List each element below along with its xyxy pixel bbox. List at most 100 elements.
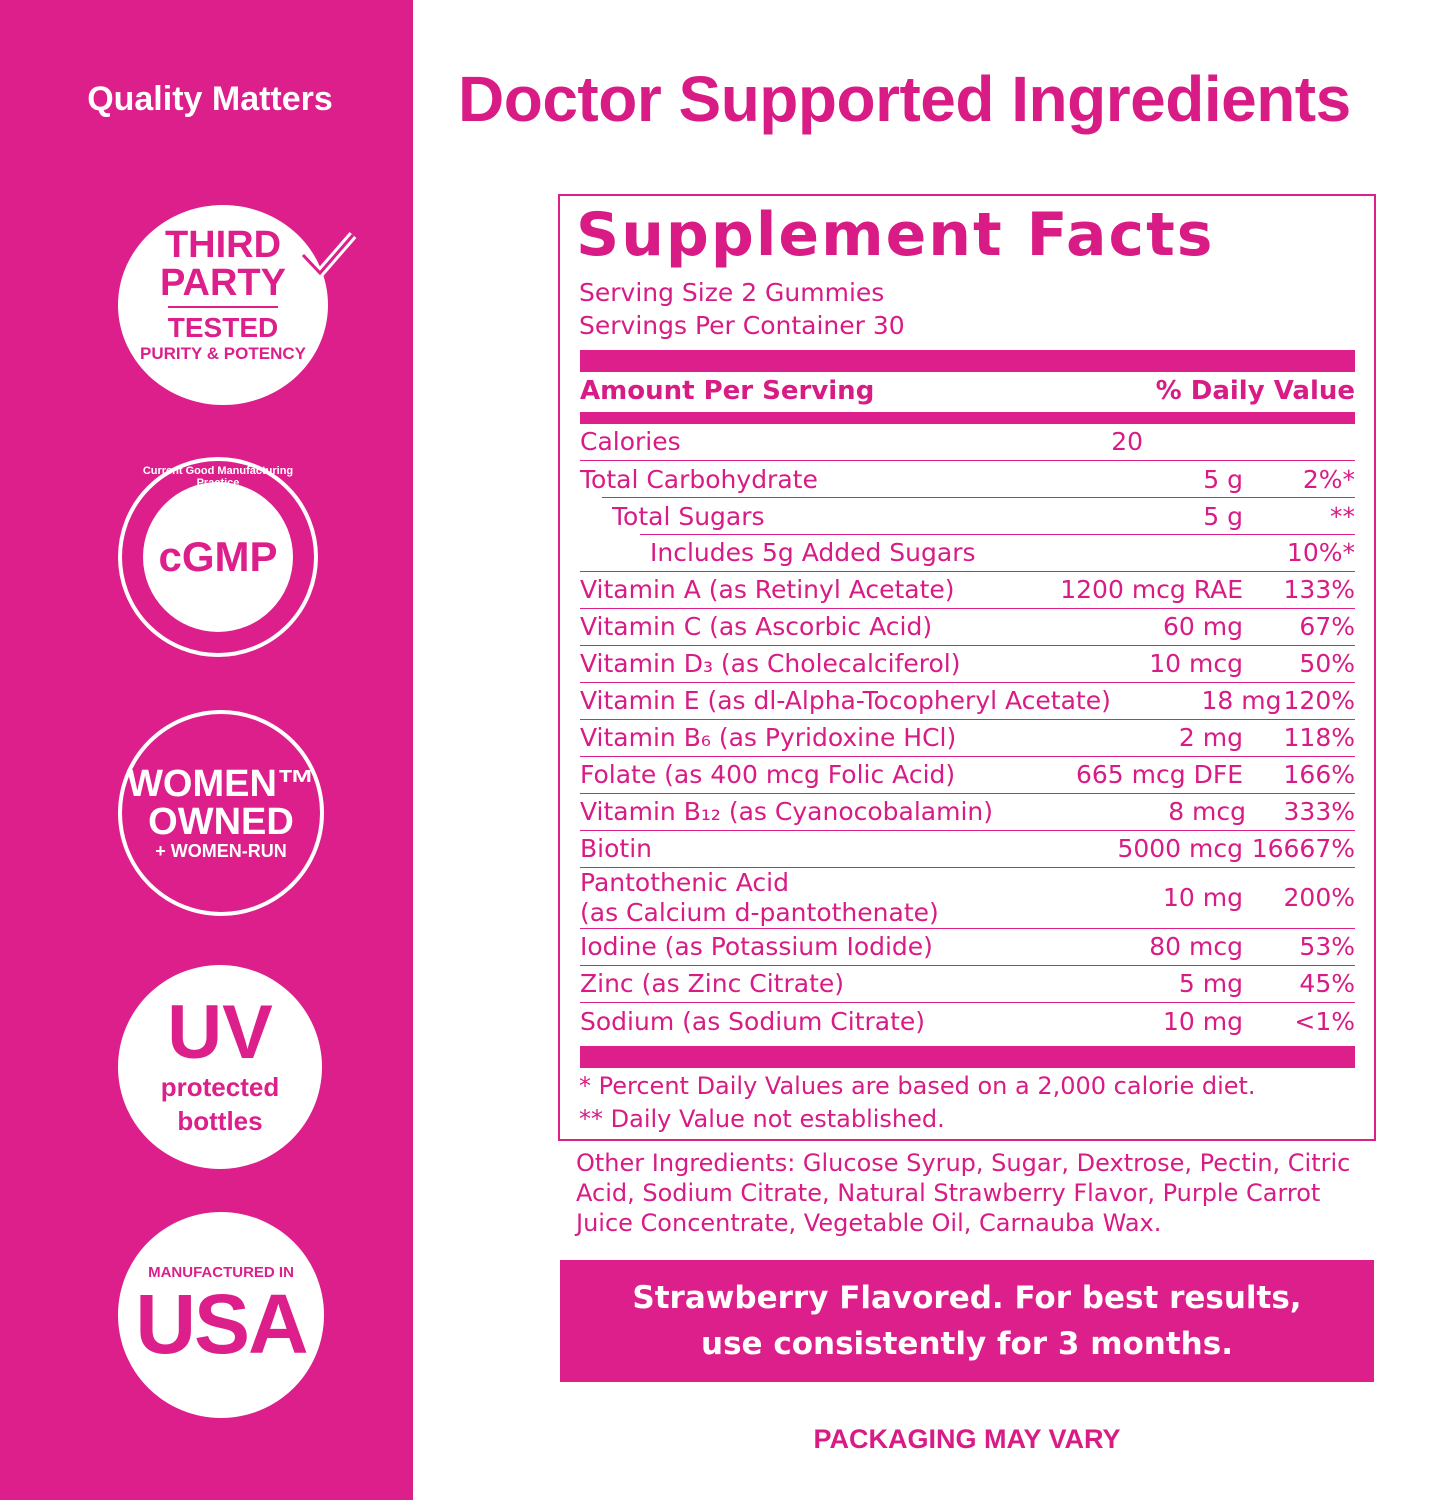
nutrient-name: Includes 5g Added Sugars (580, 538, 983, 568)
nutrient-label: Vitamin B₆ (as Pyridoxine HCl) (580, 723, 957, 752)
nutrient-name: Vitamin C (as Ascorbic Acid) (580, 612, 983, 642)
uv-protected-badge: UV protected bottles (118, 965, 322, 1169)
nutrient-label: Vitamin A (as Retinyl Acetate) (580, 575, 955, 604)
amount-header: Amount Per Serving (580, 376, 875, 406)
nutrient-label: Vitamin B₁₂ (as Cyanocobalamin) (580, 797, 994, 826)
facts-row: Calories 20 (580, 424, 1355, 461)
usage-text: Strawberry Flavored. For best results, u… (632, 1280, 1302, 1362)
nutrient-label: Vitamin D₃ (as Cholecalciferol) (580, 649, 961, 678)
nutrient-daily-value: 67% (1299, 612, 1355, 641)
badge-line: PARTY (160, 262, 286, 304)
nutrient-label: Zinc (as Zinc Citrate) (580, 969, 845, 998)
facts-row: Zinc (as Zinc Citrate) 5 mg 45% (580, 966, 1355, 1003)
nutrient-daily-value: 200% (1283, 883, 1355, 912)
servings-per-container: Servings Per Container 30 (579, 311, 905, 340)
sidebar: Quality Matters THIRD PARTY TESTED PURIT… (0, 0, 413, 1500)
badge-line: OWNED (148, 800, 294, 843)
nutrient-name: Vitamin D₃ (as Cholecalciferol) (580, 649, 983, 679)
nutrient-amount: 5000 mcg (1117, 834, 1243, 863)
nutrient-name: Sodium (as Sodium Citrate) (580, 1007, 983, 1037)
packaging-note: PACKAGING MAY VARY (813, 1424, 1121, 1454)
nutrient-label: Calories (580, 427, 681, 456)
nutrient-name: Total Carbohydrate (580, 465, 983, 495)
nutrient-amount: 18 mg (1201, 686, 1282, 715)
nutrient-name: Vitamin B₁₂ (as Cyanocobalamin) (580, 797, 993, 827)
badge-arc-text: PURITY & POTENCY (140, 344, 306, 363)
third-party-tested-badge: THIRD PARTY TESTED PURITY & POTENCY (118, 205, 357, 405)
nutrient-label: Folate (as 400 mcg Folic Acid) (580, 760, 956, 789)
nutrient-name: Zinc (as Zinc Citrate) (580, 969, 983, 999)
divider-bar (580, 1046, 1355, 1068)
checkmark-icon (299, 232, 357, 280)
badge-center: cGMP (143, 482, 293, 632)
nutrient-daily-value: 10%* (1286, 538, 1355, 567)
nutrient-daily-value: 16667% (1251, 834, 1355, 863)
badge-line: WOMEN™ (127, 762, 315, 805)
nutrient-label: Biotin (580, 834, 652, 863)
facts-row: Vitamin A (as Retinyl Acetate) 1200 mcg R… (580, 572, 1355, 609)
nutrient-amount: 10 mg (1163, 883, 1243, 912)
nutrient-amount: 8 mcg (1168, 797, 1247, 826)
badge-line: MANUFACTURED IN (148, 1263, 294, 1281)
nutrient-name: Calories (580, 427, 983, 457)
nutrient-source: (as Calcium d-pantothenate) (580, 898, 939, 927)
nutrient-label: Total Sugars (612, 501, 765, 531)
badge-line: protected (160, 1072, 280, 1102)
facts-heading: Supplement Facts (576, 200, 1215, 270)
nutrient-amount: 1200 mcg RAE (1060, 575, 1243, 604)
nutrient-amount: 5 g (1203, 464, 1243, 494)
nutrient-name: Vitamin A (as Retinyl Acetate) (580, 575, 983, 605)
nutrient-daily-value: 333% (1283, 797, 1355, 826)
nutrient-label: Total Carbohydrate (580, 464, 818, 494)
badge-line: THIRD (164, 224, 282, 266)
nutrient-amount: 10 mcg (1149, 649, 1243, 678)
made-in-usa-badge: MANUFACTURED IN USA (118, 1212, 324, 1418)
facts-row: Vitamin E (as dl-Alpha-Tocopheryl Acetat… (580, 683, 1355, 720)
nutrient-amount: 60 mg (1163, 612, 1243, 641)
women-owned-badge: WOMEN™ OWNED + WOMEN-RUN (118, 710, 324, 916)
nutrient-label: Vitamin E (as dl-Alpha-Tocopheryl Acetat… (580, 686, 1111, 715)
nutrient-amount: 20 (1111, 427, 1143, 456)
facts-table: Calories 20 Total Carbohydrate 5 g 2%* Total … (580, 424, 1355, 1040)
nutrient-daily-value: 45% (1299, 969, 1355, 998)
facts-row: Vitamin D₃ (as Cholecalciferol) 10 mcg 50% (580, 646, 1355, 683)
badge-arc-text: Current Good Manufacturing Practice (142, 465, 294, 489)
nutrient-daily-value: 2%* (1302, 464, 1355, 494)
nutrient-amount: 10 mg (1163, 1006, 1243, 1036)
divider-bar (580, 350, 1355, 372)
nutrient-label: Includes 5g Added Sugars (650, 538, 976, 567)
facts-row: Includes 5g Added Sugars 10%* (580, 535, 1355, 572)
nutrient-name: Vitamin E (as dl-Alpha-Tocopheryl Acetat… (580, 686, 1111, 716)
nutrient-amount: 5 g (1203, 501, 1243, 531)
nutrient-amount: 5 mg (1178, 969, 1243, 998)
nutrient-label: Vitamin C (as Ascorbic Acid) (580, 612, 933, 641)
badge-line: USA (135, 1276, 308, 1371)
page-title: Doctor Supported Ingredients (458, 63, 1351, 135)
nutrient-name: Vitamin B₆ (as Pyridoxine HCl) (580, 723, 983, 753)
badge-line: TESTED (167, 306, 279, 344)
nutrient-daily-value: <1% (1294, 1006, 1355, 1036)
nutrient-label: Pantothenic Acid (580, 868, 789, 897)
nutrient-daily-value: 53% (1299, 932, 1355, 961)
badge-line: UV (167, 990, 273, 1075)
nutrient-name: Pantothenic Acid (as Calcium d-pantothena… (580, 868, 983, 928)
facts-row: Biotin 5000 mcg 16667% (580, 831, 1355, 868)
facts-row: Total Carbohydrate 5 g 2%* (580, 461, 1355, 498)
nutrient-amount: 80 mcg (1149, 932, 1243, 961)
badge-line: + WOMEN-RUN (155, 840, 287, 861)
nutrient-name: Iodine (as Potassium Iodide) (580, 932, 983, 962)
footnote: * Percent Daily Values are based on a 2,… (579, 1072, 1256, 1100)
nutrient-name: Total Sugars (580, 502, 983, 532)
badge-line: bottles (177, 1106, 263, 1136)
nutrient-daily-value: 133% (1283, 575, 1355, 604)
nutrient-daily-value: 50% (1299, 649, 1355, 678)
facts-row: Vitamin B₁₂ (as Cyanocobalamin) 8 mcg 333% (580, 794, 1355, 831)
facts-row: Vitamin B₆ (as Pyridoxine HCl) 2 mg 118% (580, 720, 1355, 757)
cgmp-badge: cGMP Current Good Manufacturing Practice (118, 457, 318, 657)
dv-header: % Daily Value (1155, 376, 1355, 406)
row-divider (602, 496, 1355, 498)
nutrient-daily-value: 118% (1283, 723, 1355, 752)
nutrient-name: Folate (as 400 mcg Folic Acid) (580, 760, 983, 790)
nutrient-daily-value: 120% (1283, 686, 1355, 715)
nutrient-name: Biotin (580, 834, 983, 864)
